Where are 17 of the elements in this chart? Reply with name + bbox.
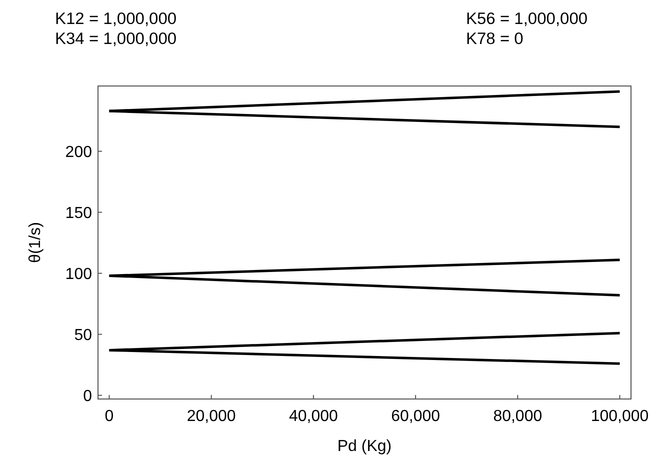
- y-tick-label: 50: [74, 326, 92, 344]
- x-tick-label: 60,000: [391, 408, 440, 425]
- text: K12 = 1,000,000: [55, 10, 177, 28]
- y-axis-title: θ(1/s): [27, 222, 44, 263]
- text: K34 = 1,000,000: [55, 30, 177, 48]
- x-tick-label: 80,000: [493, 408, 542, 425]
- y-tick-label: 100: [65, 266, 92, 283]
- text: K78 = 0: [466, 30, 524, 48]
- x-tick-label: 20,000: [186, 408, 236, 425]
- y-tick-label: 200: [65, 144, 92, 161]
- x-tick-label: 0: [104, 408, 114, 425]
- x-axis-title: Pd (Kg): [337, 438, 392, 455]
- x-tick-label: 40,000: [288, 408, 338, 425]
- x-tick-label: 100,000: [590, 408, 649, 425]
- text: K56 = 1,000,000: [466, 10, 588, 28]
- y-tick-label: 0: [83, 388, 92, 405]
- y-tick-label: 150: [65, 204, 92, 222]
